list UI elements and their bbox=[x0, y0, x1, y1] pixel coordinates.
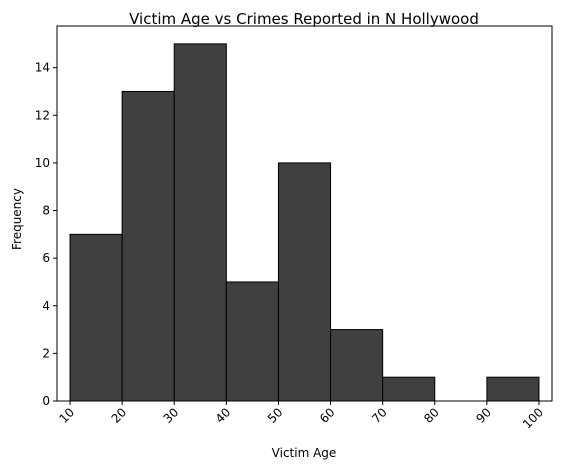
histogram-bar-30-40 bbox=[173, 43, 227, 402]
y-tick-label: 6 bbox=[42, 251, 50, 265]
x-tick-label: 100 bbox=[520, 405, 546, 431]
histogram-bar-40-50 bbox=[225, 281, 279, 402]
x-tick-label: 10 bbox=[56, 405, 77, 426]
histogram-bar-20-30 bbox=[121, 90, 175, 402]
y-tick-label: 14 bbox=[35, 61, 50, 75]
y-tick-label: 0 bbox=[42, 394, 50, 408]
histogram-bar-70-80 bbox=[382, 376, 436, 402]
histogram-bar-50-60 bbox=[277, 162, 332, 402]
x-tick-label: 50 bbox=[265, 405, 286, 426]
y-tick-label: 12 bbox=[35, 108, 50, 122]
y-tick-label: 2 bbox=[42, 346, 50, 360]
x-tick-label: 60 bbox=[317, 405, 338, 426]
x-tick-label: 80 bbox=[421, 405, 442, 426]
y-tick-label: 10 bbox=[35, 156, 50, 170]
y-tick-label: 8 bbox=[42, 204, 50, 218]
x-axis-label: Victim Age bbox=[272, 446, 337, 460]
histogram-bar-90-100 bbox=[486, 376, 540, 402]
y-axis-label: Frequency bbox=[10, 188, 24, 250]
x-tick-label: 70 bbox=[369, 405, 390, 426]
x-tick-label: 30 bbox=[161, 405, 182, 426]
histogram-bar-60-70 bbox=[330, 329, 384, 402]
x-tick-label: 20 bbox=[109, 405, 130, 426]
y-ticks-group: 0 2 4 6 8 10 12 14 bbox=[35, 61, 57, 408]
bars-group bbox=[69, 43, 540, 402]
x-tick-label: 40 bbox=[213, 405, 234, 426]
x-ticks-group: 10 20 30 40 50 60 70 80 90 100 bbox=[56, 401, 546, 431]
histogram-bar-10-20 bbox=[69, 233, 123, 402]
x-tick-label: 90 bbox=[473, 405, 494, 426]
y-tick-label: 4 bbox=[42, 299, 50, 313]
plot-frame bbox=[56, 25, 553, 402]
chart-title: Victim Age vs Crimes Reported in N Holly… bbox=[129, 10, 479, 28]
